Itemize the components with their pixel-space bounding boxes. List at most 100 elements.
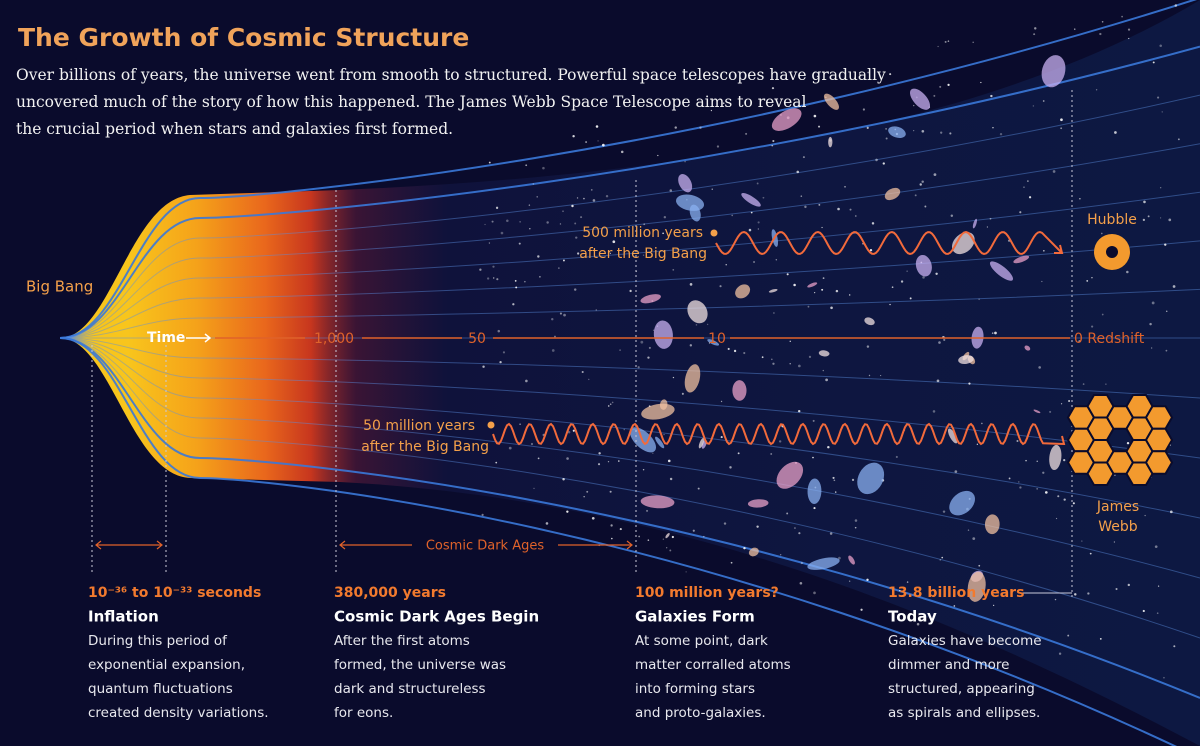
star [954, 470, 958, 473]
star [559, 223, 562, 225]
strand [59, 337, 1200, 699]
star [1164, 243, 1167, 246]
star [1063, 498, 1066, 501]
star [500, 231, 504, 235]
era-description: quantum fluctuations [88, 681, 233, 697]
star [818, 125, 821, 128]
star [1091, 325, 1094, 328]
star [720, 400, 723, 403]
star [937, 45, 939, 48]
star [674, 126, 677, 129]
strand [59, 337, 1200, 459]
star [508, 446, 512, 450]
strand [59, 337, 1200, 639]
strand [59, 240, 1200, 339]
era-time: 100 million years? [635, 585, 779, 601]
star [924, 205, 927, 208]
galaxy [653, 320, 673, 349]
star [1159, 187, 1162, 189]
star [597, 463, 601, 466]
star [725, 264, 727, 266]
star [1113, 541, 1116, 543]
star [830, 306, 833, 310]
star [980, 81, 982, 84]
star [539, 276, 541, 278]
era-description: for eons. [334, 705, 393, 721]
galaxy [640, 294, 661, 304]
strand [59, 143, 1200, 339]
star [720, 436, 723, 439]
star [799, 581, 803, 585]
star [1152, 61, 1155, 64]
star [1019, 211, 1022, 214]
star [629, 289, 632, 293]
star [491, 220, 494, 223]
star [1126, 441, 1130, 445]
star [697, 487, 700, 490]
star [1072, 502, 1075, 505]
star [646, 509, 649, 512]
star [530, 442, 534, 446]
star [642, 254, 645, 256]
star [524, 280, 526, 283]
galaxy [659, 399, 668, 410]
star [802, 156, 805, 159]
galaxy [747, 499, 769, 508]
star [916, 622, 920, 626]
star [537, 255, 540, 258]
star [1044, 491, 1048, 494]
star [488, 242, 491, 244]
webb-icon [1066, 394, 1174, 486]
galaxy [828, 136, 833, 148]
star [620, 150, 624, 154]
galaxy [1041, 55, 1066, 88]
era-description: and proto-galaxies. [635, 705, 766, 721]
star [571, 204, 574, 208]
star [592, 199, 596, 202]
galaxy [972, 218, 978, 229]
star [909, 297, 912, 300]
star [939, 559, 942, 561]
star [572, 429, 575, 432]
era-heading: Inflation [88, 608, 159, 626]
star [1082, 383, 1085, 385]
star [590, 189, 593, 191]
star [496, 278, 499, 281]
star [1036, 488, 1038, 490]
light-wave [715, 230, 1064, 256]
era-description: At some point, dark [635, 633, 768, 649]
era-description: created density variations. [88, 705, 269, 721]
star [581, 370, 584, 374]
star [499, 360, 502, 364]
strand [59, 191, 1200, 339]
galaxy [947, 428, 958, 444]
star [932, 410, 936, 413]
star [848, 580, 851, 582]
star [1068, 400, 1071, 403]
star [793, 527, 796, 529]
star [529, 228, 531, 230]
star [703, 535, 705, 538]
star [880, 374, 882, 377]
star [1025, 459, 1027, 462]
star [643, 223, 646, 226]
star [913, 130, 915, 132]
era-heading: Today [888, 608, 937, 626]
star [1142, 609, 1145, 613]
star [1174, 4, 1178, 7]
star [484, 223, 486, 226]
star [991, 332, 994, 334]
star [1079, 198, 1081, 200]
star [849, 294, 851, 296]
strand [59, 45, 1200, 339]
star [786, 512, 789, 515]
star [750, 211, 753, 214]
star [497, 329, 501, 333]
star [772, 362, 775, 365]
star [1114, 131, 1117, 134]
era-description: dark and structureless [334, 681, 486, 697]
galaxy [707, 339, 720, 346]
star [580, 216, 583, 219]
observation-label: 50 million years [363, 418, 475, 434]
